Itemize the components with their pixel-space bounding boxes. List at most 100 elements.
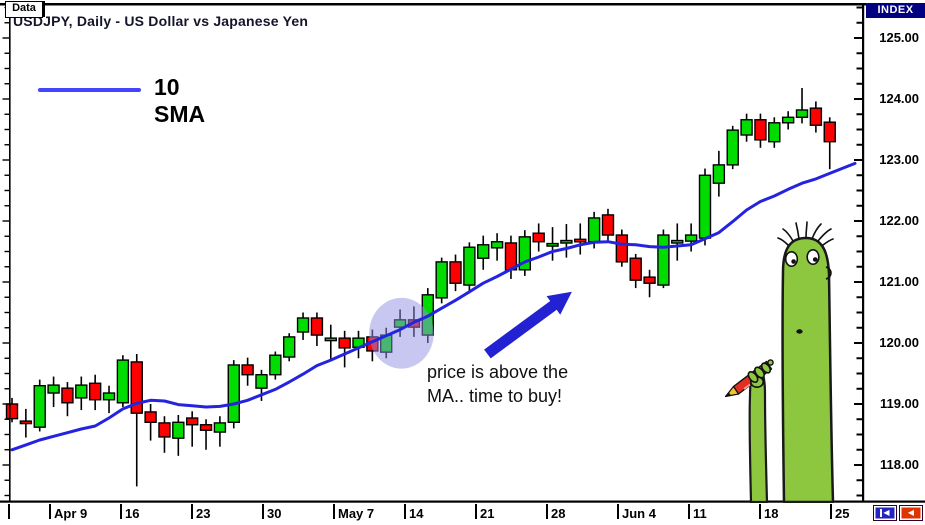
scroll-left-button[interactable]: ◀ (899, 505, 923, 521)
price-label: 121.00 (879, 274, 919, 289)
candle-down (158, 422, 171, 438)
date-label: 23 (196, 506, 211, 521)
candle-up (75, 384, 88, 399)
date-label: May 7 (338, 506, 375, 521)
date-label: 30 (267, 506, 282, 521)
candle-up (477, 244, 490, 259)
date-tick (475, 504, 477, 519)
candle-up (587, 217, 601, 243)
candle-up (546, 242, 559, 247)
date-tick (120, 504, 122, 519)
candle-up (712, 164, 726, 184)
candle-up (116, 359, 130, 404)
candle-up (463, 246, 476, 286)
price-label: 118.00 (879, 457, 919, 472)
candle-up (740, 119, 753, 136)
scroll-start-bar-icon (880, 509, 883, 517)
date-label: 14 (409, 506, 424, 521)
date-label: Apr 9 (54, 506, 88, 521)
candle-up (227, 364, 240, 423)
plot-frame (0, 3, 925, 503)
candle-up (255, 374, 268, 389)
price-label: 120.00 (879, 335, 919, 350)
candle-down (88, 382, 102, 401)
scroll-to-start-button[interactable]: ◀ (873, 505, 897, 521)
candle-down (823, 121, 836, 143)
candle-down (5, 403, 19, 420)
candle-down (601, 214, 615, 236)
candle-up (269, 354, 282, 376)
candle-down (199, 424, 213, 431)
highlight-ellipse (369, 297, 434, 369)
candle-down (643, 276, 656, 284)
candle-up (324, 337, 337, 342)
sma-legend-label: 10 SMA (154, 74, 206, 127)
candle-down (241, 364, 254, 376)
sma-legend-line (38, 88, 141, 92)
candle-up (726, 129, 739, 166)
date-tick (262, 504, 264, 519)
candle-up (296, 317, 310, 333)
price-label: 119.00 (879, 396, 919, 411)
candles-layer (5, 88, 836, 487)
date-tick (191, 504, 193, 519)
candle-down (185, 417, 199, 426)
price-label: 122.00 (879, 213, 919, 228)
date-tick (617, 504, 619, 519)
annotation-note-line1: price is above the (427, 362, 569, 382)
scroll-start-arrow-icon: ◀ (883, 508, 890, 517)
candle-up (102, 392, 116, 401)
candle-up (172, 421, 185, 439)
candle-up (671, 239, 684, 244)
candle-down (449, 261, 462, 284)
date-label: Jun 4 (622, 506, 656, 521)
candle-down (574, 238, 587, 243)
candle-down (310, 317, 324, 336)
data-tab[interactable]: Data (5, 1, 43, 18)
price-label: 125.00 (879, 30, 919, 45)
candle-down (754, 119, 767, 141)
candle-up (518, 236, 532, 271)
date-axis: Apr 9 16 23 30 May 7 14 21 28 Jun 4 11 18 25 (0, 503, 925, 525)
date-label: 11 (693, 506, 707, 521)
date-tick (830, 504, 832, 519)
scroll-left-arrow-icon: ◀ (907, 508, 915, 517)
candle-down (532, 232, 545, 243)
axis-ticks (2, 6, 863, 497)
chart-title: USDJPY, Daily - US Dollar vs Japanese Ye… (13, 13, 309, 29)
candle-up (490, 241, 504, 249)
date-label: 21 (480, 506, 495, 521)
candle-up (213, 422, 227, 433)
annotation-note: price is above the MA.. time to buy! (427, 360, 568, 408)
date-tick (49, 504, 51, 519)
candle-down (338, 337, 351, 349)
candle-down (19, 420, 33, 425)
candle-up (33, 385, 46, 428)
candle-down (144, 411, 157, 423)
candle-down (809, 107, 823, 126)
index-axis-header: INDEX (866, 3, 925, 18)
candle-up (768, 122, 781, 143)
candle-up (283, 336, 296, 358)
date-label: 18 (764, 506, 779, 521)
candle-down (629, 257, 642, 281)
candle-up (560, 239, 573, 244)
date-tick (759, 504, 761, 519)
date-axis-corner-tick (8, 504, 10, 519)
date-tick (404, 504, 406, 519)
candle-up (684, 234, 698, 242)
data-tab-divider (43, 1, 45, 17)
annotation-note-line2: MA.. time to buy! (427, 386, 563, 406)
date-tick (688, 504, 690, 519)
candle-up (781, 116, 795, 124)
sma-line (10, 161, 857, 452)
date-label: 25 (835, 506, 850, 521)
date-label: 28 (551, 506, 566, 521)
candle-up (698, 174, 712, 239)
candle-up (435, 261, 448, 299)
candle-up (47, 384, 60, 394)
candle-up (795, 109, 809, 119)
candle-down (130, 361, 143, 414)
